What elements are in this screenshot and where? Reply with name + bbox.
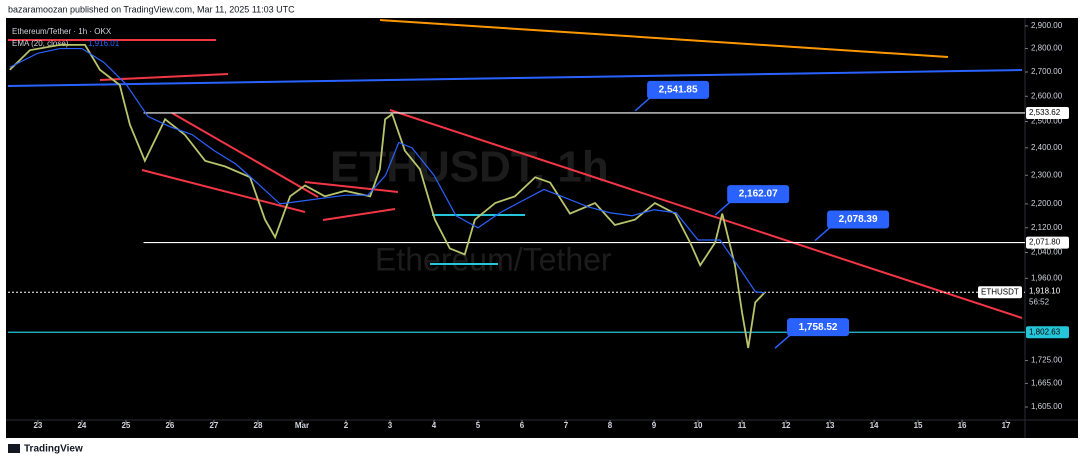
published-note: bazaramoozan published on TradingView.co… [8,4,295,14]
y-tick-label: 2,120.00 [1031,223,1063,232]
indicator-value: 1,916.01 [88,39,120,48]
callout-box [787,318,850,337]
level-label: 2,533.62 [1029,108,1061,117]
x-tick-label: 5 [476,421,481,430]
symbol-title: Ethereum/Tether · 1h · OKX [12,27,112,36]
brand-logo [8,444,20,453]
x-tick-label: 26 [165,421,174,430]
callout-label: 2,162.07 [739,189,778,200]
price-line [9,43,766,349]
x-tick-label: 4 [432,421,437,430]
callout-pointer [714,200,732,216]
x-tick-label: 13 [826,421,835,430]
x-tick-label: 25 [121,421,130,430]
y-tick-label: 2,040.00 [1031,248,1063,257]
x-tick-label: 23 [33,421,42,430]
level-label: 1,802.63 [1029,327,1061,336]
x-tick-label: 7 [564,421,569,430]
trendline [389,109,1023,319]
y-tick-label: 2,600.00 [1031,91,1063,100]
watermark-name: Ethereum/Tether [375,241,612,277]
trendline [379,19,949,58]
x-tick-label: 2 [344,421,349,430]
trendline [7,69,1023,87]
x-tick-label: 28 [254,421,263,430]
x-tick-label: Mar [295,421,309,430]
callout-pointer [634,96,652,112]
y-tick-label: 2,800.00 [1031,44,1063,53]
x-tick-label: 9 [652,421,657,430]
level-tag [1026,326,1069,339]
x-tick-label: 6 [520,421,525,430]
x-tick-label: 24 [77,421,86,430]
callout-box [727,185,790,204]
callout-pointer [774,333,792,349]
x-tick-label: 12 [782,421,791,430]
chart-bg [6,18,1078,438]
x-tick-label: 17 [1002,421,1011,430]
y-tick-label: 2,400.00 [1031,143,1063,152]
x-tick-label: 14 [870,421,879,430]
symbol-tag [978,286,1022,299]
y-tick-label: 2,900.00 [1031,21,1063,30]
level-tag [1026,106,1069,119]
drawings [7,19,1023,319]
x-tick-label: 16 [958,421,967,430]
y-tick-label: 1,665.00 [1031,378,1063,387]
y-tick-label: 1,960.00 [1031,273,1063,282]
y-tick-label: 1,605.00 [1031,402,1063,411]
x-tick-label: 3 [388,421,393,430]
countdown-label: 56:52 [1029,297,1050,306]
trendline [322,208,396,221]
x-tick-label: 27 [209,421,218,430]
watermark-symbol: ETHUSDT, 1h [330,143,609,192]
y-tick-label: 2,200.00 [1031,199,1063,208]
trendline [141,169,306,213]
trendline [171,112,319,198]
x-tick-label: 10 [694,421,703,430]
price-line [9,47,766,294]
callout-pointer [814,225,832,242]
callout-label: 2,541.85 [659,85,698,96]
x-tick-label: 15 [914,421,923,430]
trendline [304,181,399,193]
level-label: 2,071.80 [1029,238,1061,247]
current-price-label: 1,918.10 [1029,286,1061,295]
y-tick-label: 2,700.00 [1031,67,1063,76]
y-tick-label: 2,500.00 [1031,117,1063,126]
callout-box [827,210,890,229]
x-tick-label: 8 [608,421,613,430]
callout-box [647,80,710,99]
footer-brand: TradingView [24,444,83,455]
callout-label: 1,758.52 [799,322,838,333]
x-tick-label: 11 [738,421,747,430]
symbol-tag-label: ETHUSDT [981,287,1019,296]
indicator-name: EMA (20, close) [12,39,69,48]
y-tick-label: 2,300.00 [1031,170,1063,179]
callout-label: 2,078.39 [839,214,878,225]
y-tick-label: 1,725.00 [1031,356,1063,365]
level-tag [1026,236,1069,249]
